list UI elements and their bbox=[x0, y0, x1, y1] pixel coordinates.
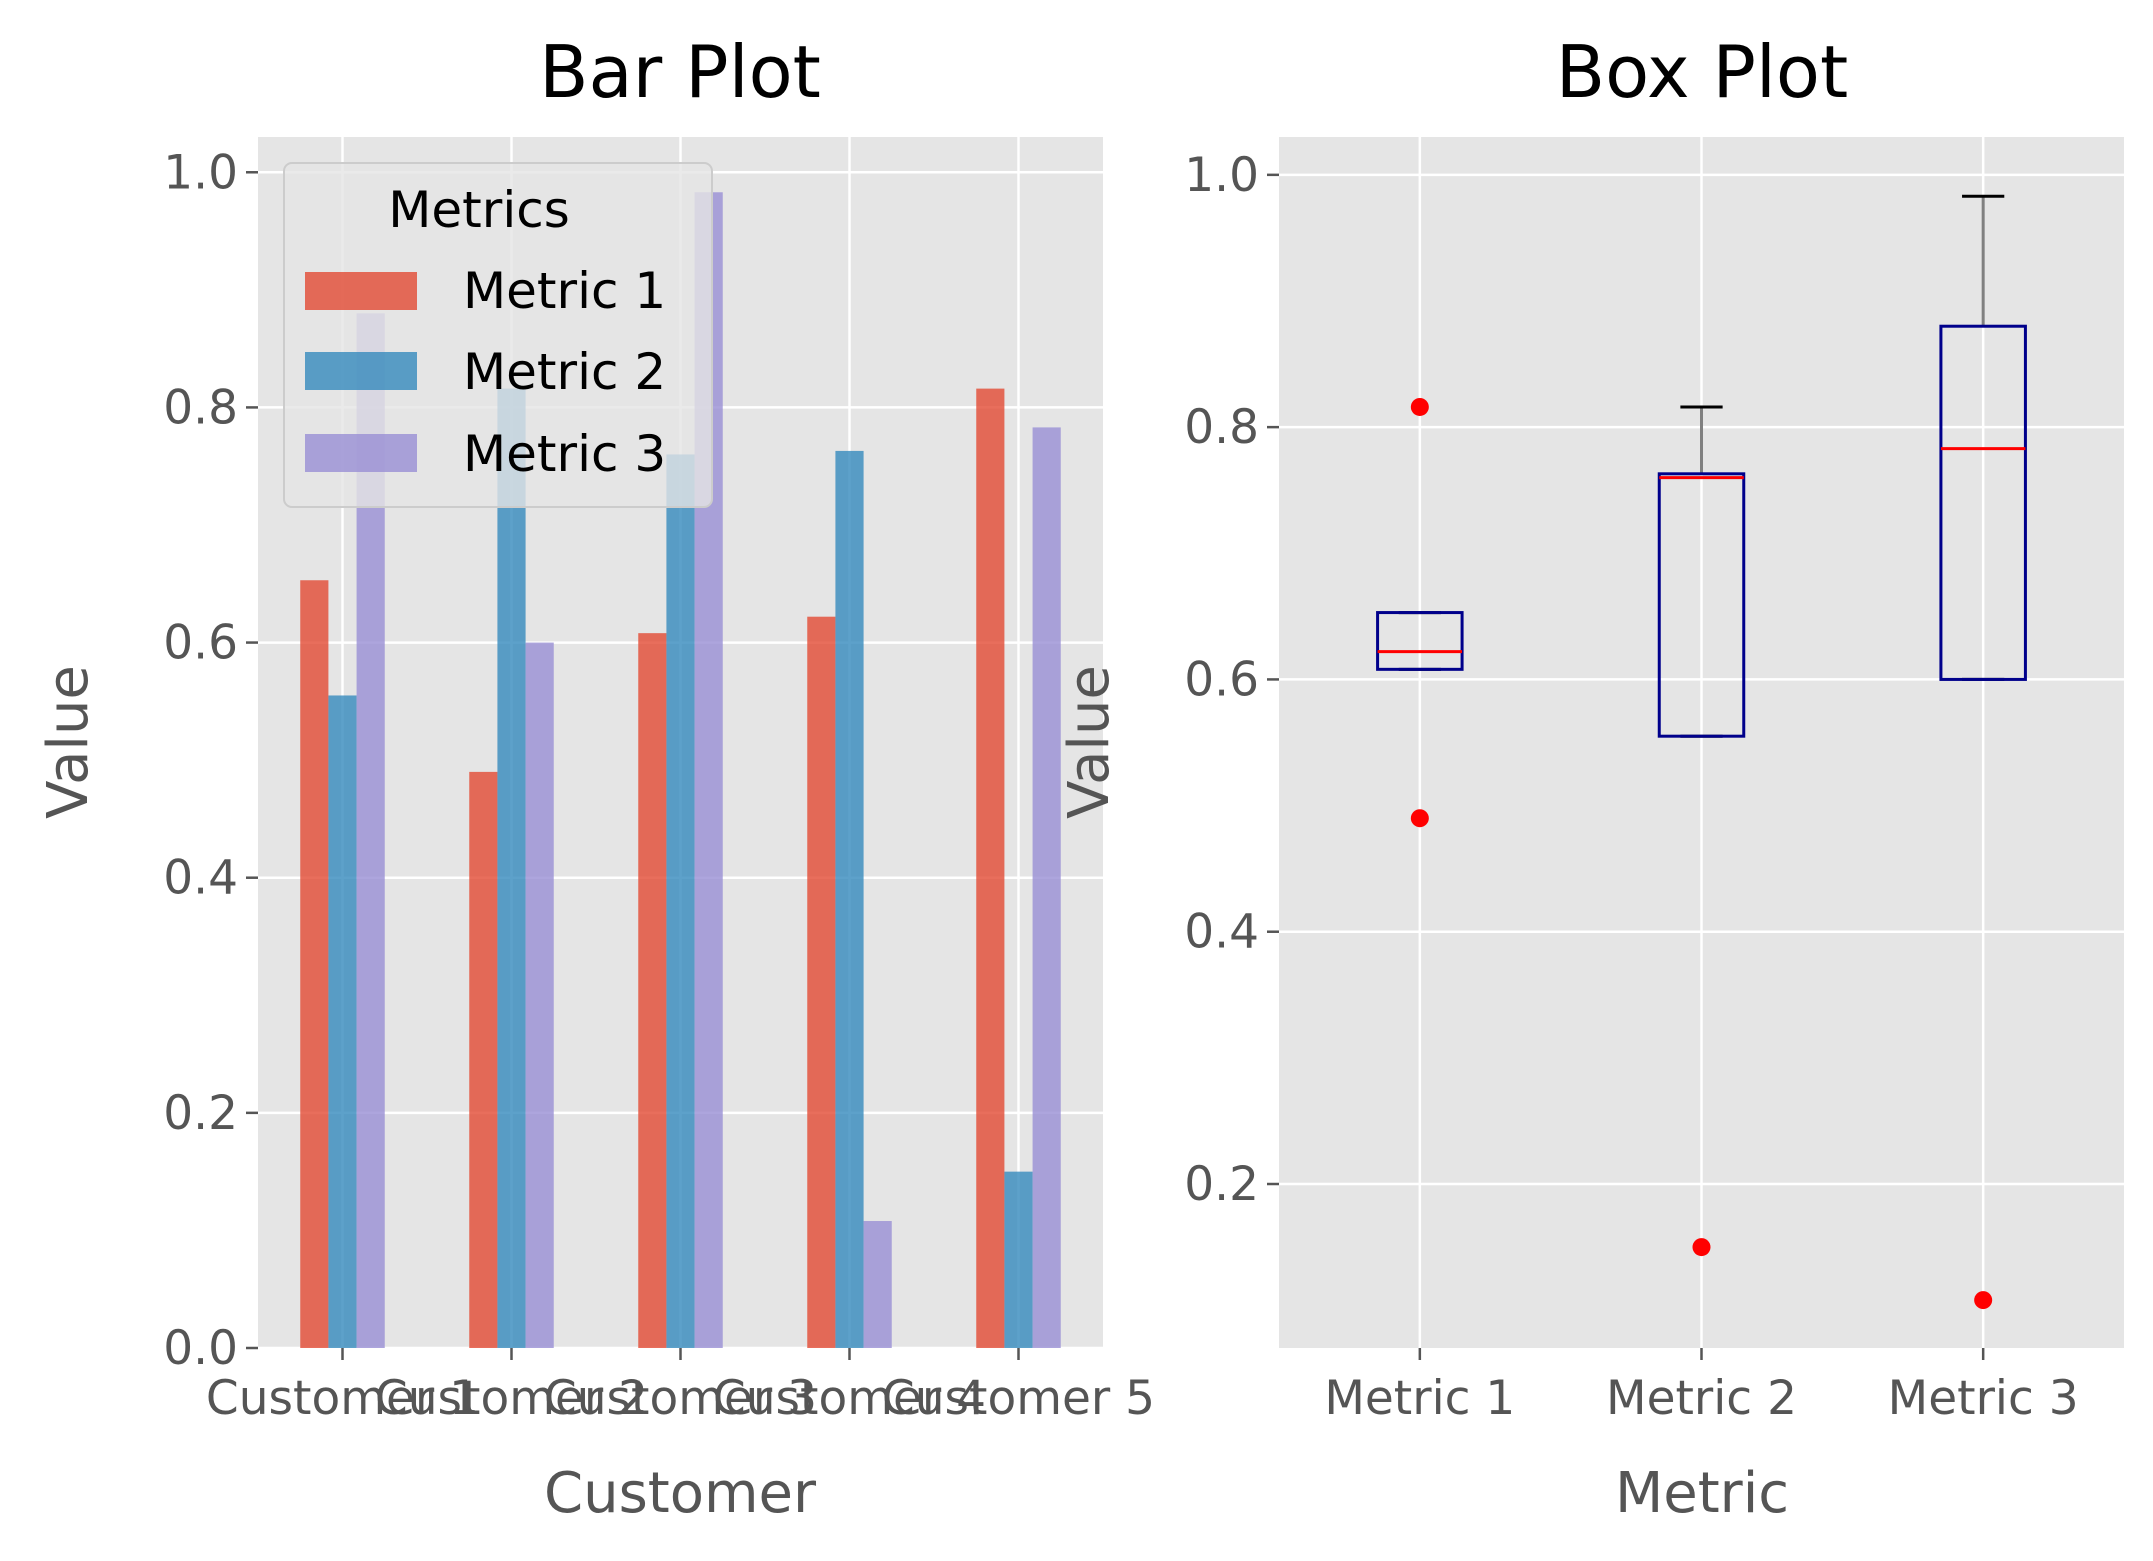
box-y-tick-label: 0.4 bbox=[1184, 905, 1259, 960]
box-y-tick-label: 0.2 bbox=[1184, 1157, 1259, 1212]
bar-y-tick-label: 0.0 bbox=[163, 1321, 238, 1376]
bar-plot-bars bbox=[300, 192, 1061, 1348]
box-y-tick-label: 0.8 bbox=[1184, 400, 1259, 455]
box-plot-boxes bbox=[1376, 194, 2027, 1310]
bar-y-tick-label: 0.8 bbox=[163, 380, 238, 435]
legend-label-metric-2: Metric 2 bbox=[463, 343, 666, 401]
legend-title: Metrics bbox=[388, 181, 570, 239]
bar-x-tick-label-customer-2: Customer 2 bbox=[375, 1371, 648, 1426]
bar-metric-1-customer-4 bbox=[807, 616, 836, 1348]
box-body-metric-1 bbox=[1376, 611, 1464, 671]
bar-metric-2-customer-5 bbox=[1004, 1171, 1033, 1348]
bar-y-tick-label: 0.4 bbox=[163, 851, 238, 906]
bar-y-tick-label: 0.6 bbox=[163, 616, 238, 671]
box-x-tick-label-metric-1: Metric 1 bbox=[1324, 1371, 1515, 1426]
bar-metric-1-customer-1 bbox=[300, 580, 329, 1348]
bar-y-tick-label: 1.0 bbox=[163, 145, 238, 200]
legend-label-metric-3: Metric 3 bbox=[463, 425, 666, 483]
bar-metric-3-customer-4 bbox=[863, 1221, 892, 1348]
bar-x-tick-label-customer-5: Customer 5 bbox=[882, 1371, 1155, 1426]
bar-y-tick-label: 0.2 bbox=[163, 1086, 238, 1141]
box-flier-metric-1 bbox=[1410, 397, 1429, 416]
bar-metric-2-customer-1 bbox=[328, 695, 357, 1348]
box-body-metric-3 bbox=[1939, 324, 2027, 681]
bar-metric-3-customer-5 bbox=[1032, 427, 1061, 1348]
legend-swatch-metric-2 bbox=[305, 352, 417, 390]
box-plot-panel: 0.2 0.4 0.6 0.8 1.0 Metric 1 Metric 2 Metric 3… bbox=[1057, 30, 2124, 1526]
bar-metric-1-customer-2 bbox=[469, 771, 498, 1348]
legend-frame bbox=[283, 162, 713, 508]
box-plot-ylabel: Value bbox=[1057, 665, 1122, 819]
legend-swatch-metric-1 bbox=[305, 272, 417, 310]
bar-x-tick-label-customer-4: Customer 4 bbox=[713, 1371, 986, 1426]
bar-metric-2-customer-2 bbox=[497, 388, 526, 1348]
box-x-tick-label-metric-3: Metric 3 bbox=[1888, 1371, 2079, 1426]
box-x-tick-label-metric-2: Metric 2 bbox=[1606, 1371, 1797, 1426]
legend-swatch-metric-3 bbox=[305, 434, 417, 472]
bar-metric-2-customer-4 bbox=[835, 450, 864, 1348]
box-plot-y-ticks: 0.2 0.4 0.6 0.8 1.0 bbox=[1184, 148, 1279, 1212]
bar-plot-xlabel: Customer bbox=[544, 1461, 817, 1526]
bar-metric-2-customer-3 bbox=[666, 454, 695, 1348]
box-flier-metric-2 bbox=[1692, 1238, 1711, 1257]
bar-x-tick-label-customer-3: Customer 3 bbox=[544, 1371, 817, 1426]
box-body-metric-2 bbox=[1657, 472, 1746, 738]
bar-metric-1-customer-5 bbox=[976, 388, 1005, 1348]
box-plot-title: Box Plot bbox=[1556, 30, 1848, 114]
box-flier-metric-3 bbox=[1974, 1291, 1993, 1310]
box-plot-grid bbox=[1279, 137, 2124, 1348]
box-y-tick-label: 0.6 bbox=[1184, 652, 1259, 707]
bar-plot-ylabel: Value bbox=[36, 665, 101, 819]
box-plot-x-ticks: Metric 1 Metric 2 Metric 3 bbox=[1324, 1348, 2079, 1426]
box-plot-xlabel: Metric bbox=[1615, 1461, 1789, 1526]
box-flier-metric-1 bbox=[1410, 809, 1429, 828]
bar-x-tick-label-customer-1: Customer 1 bbox=[206, 1371, 479, 1426]
bar-plot-y-ticks: 0.0 0.2 0.4 0.6 0.8 1.0 bbox=[163, 145, 258, 1376]
legend-label-metric-1: Metric 1 bbox=[463, 262, 666, 320]
bar-plot-legend: Metrics Metric 1 Metric 2 Metric 3 bbox=[283, 162, 713, 508]
bar-metric-3-customer-2 bbox=[525, 642, 554, 1348]
bar-metric-1-customer-3 bbox=[638, 633, 667, 1348]
box-y-tick-label: 1.0 bbox=[1184, 148, 1259, 203]
bar-plot-title: Bar Plot bbox=[539, 30, 821, 114]
